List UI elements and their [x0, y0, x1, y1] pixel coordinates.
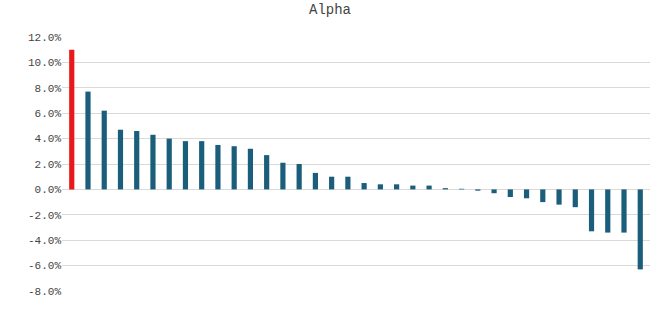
svg-text:2.0%: 2.0%	[35, 159, 62, 171]
svg-text:0.0%: 0.0%	[35, 184, 62, 196]
svg-text:12.0%: 12.0%	[28, 32, 61, 44]
svg-text:Alpha: Alpha	[309, 2, 351, 18]
svg-text:-2.0%: -2.0%	[28, 210, 61, 222]
svg-text:-8.0%: -8.0%	[28, 286, 61, 298]
svg-text:4.0%: 4.0%	[35, 133, 62, 145]
svg-text:8.0%: 8.0%	[35, 83, 62, 95]
svg-text:10.0%: 10.0%	[28, 57, 61, 69]
svg-text:6.0%: 6.0%	[35, 108, 62, 120]
svg-text:-4.0%: -4.0%	[28, 235, 61, 247]
svg-text:-6.0%: -6.0%	[28, 260, 61, 272]
